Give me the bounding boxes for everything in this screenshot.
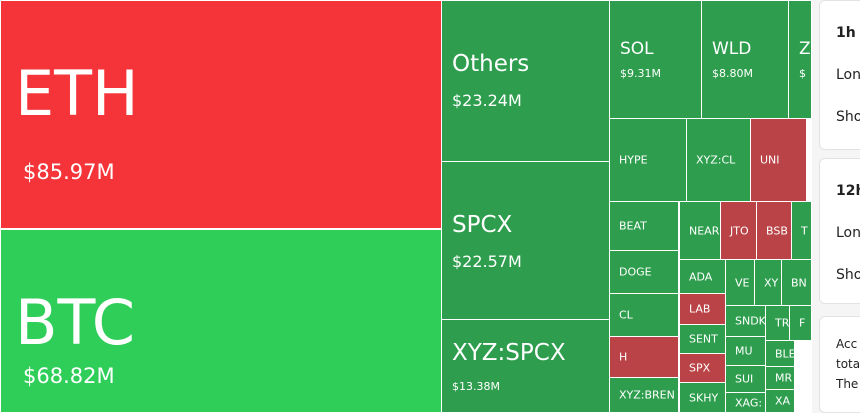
tile[interactable]: LAB — [679, 293, 726, 325]
tile-label: ETH — [15, 57, 139, 130]
tile-label: SKHY — [689, 391, 719, 404]
tile-value: $68.82M — [23, 364, 115, 388]
tile-label: SOL — [620, 39, 654, 59]
tile[interactable]: BTC $68.82M — [0, 229, 442, 413]
card-line: Sho — [836, 267, 860, 283]
tile-label: UNI — [760, 153, 780, 167]
tile[interactable]: WLD $8.80M — [701, 0, 789, 119]
tile-label: BTC — [15, 286, 136, 359]
tile-label: Others — [452, 51, 530, 77]
tile[interactable]: SPCX $22.57M — [441, 161, 610, 320]
tile-label: DOGE — [619, 265, 652, 279]
tile-label: TR — [775, 316, 790, 330]
tile[interactable]: BEAT — [609, 201, 679, 251]
tile[interactable]: SKHY — [679, 382, 726, 413]
tile[interactable]: ADA — [679, 259, 726, 294]
tile-label: ADA — [689, 270, 713, 283]
treemap: ETH $85.97M BTC $68.82M Others $23.24M SPCX $22… — [0, 0, 812, 413]
tile-value: $13.38M — [452, 380, 500, 393]
tile[interactable]: TR — [765, 305, 790, 341]
tile-value: $22.57M — [452, 252, 522, 271]
tile[interactable]: ETH $85.97M — [0, 0, 442, 229]
card: 12h Lon Sho — [819, 158, 860, 304]
card-line: The — [836, 377, 859, 391]
card: 1h Lon Sho — [819, 0, 860, 150]
tile-label: XYZ:BREN — [619, 388, 675, 402]
tile-label: XYZ:CL — [696, 153, 736, 167]
tile-value: $9.31M — [620, 67, 661, 80]
tile-label: CL — [619, 308, 633, 322]
tile[interactable]: Others $23.24M — [441, 0, 610, 162]
tile-label: LAB — [689, 302, 711, 316]
card-line: Acc — [836, 337, 858, 351]
card-line: tota — [836, 357, 860, 371]
tile[interactable]: SENT — [679, 324, 726, 354]
tile[interactable]: XYZ:BREN — [609, 377, 679, 413]
tile-label: MU — [735, 344, 753, 358]
tile-label: HYPE — [619, 153, 648, 167]
tile-value: $85.97M — [23, 159, 115, 184]
tile[interactable]: XY — [754, 259, 782, 306]
tile-label: WLD — [712, 39, 752, 59]
tile[interactable]: F — [789, 305, 812, 341]
tile[interactable]: SPX — [679, 353, 726, 383]
tile[interactable]: XYZ:SPCX $13.38M — [441, 319, 610, 413]
tile[interactable]: T — [791, 201, 812, 260]
tile-label: VE — [735, 276, 750, 289]
tile-label: SPX — [689, 361, 711, 375]
tile-label: MR — [775, 371, 793, 385]
tile[interactable]: DOGE — [609, 250, 679, 294]
card-line: Lon — [836, 67, 860, 83]
tile-label: H — [619, 350, 628, 364]
tile[interactable]: SOL $9.31M — [609, 0, 702, 119]
tile[interactable]: UNI — [750, 118, 807, 202]
card-title: 1h — [836, 25, 856, 41]
tile[interactable]: MR — [765, 366, 795, 390]
tile-label: XY — [764, 276, 779, 289]
tile[interactable]: XA — [765, 389, 795, 413]
tile[interactable]: HYPE — [609, 118, 687, 202]
tile-label: SENT — [689, 332, 718, 346]
tile[interactable]: BLE — [765, 340, 795, 367]
tile-label: BSB — [766, 224, 788, 237]
tile-label: SPCX — [452, 212, 513, 238]
tile[interactable]: XYZ:CL — [686, 118, 751, 202]
card-line: Sho — [836, 109, 860, 125]
tile-label: XA — [775, 394, 791, 408]
tile-value: $ — [799, 67, 806, 80]
card: Acc tota The — [819, 316, 860, 413]
tile[interactable]: MU — [725, 336, 766, 366]
tile[interactable]: CL — [609, 293, 679, 337]
tile[interactable]: XAG: — [725, 392, 766, 413]
tile-label: SNDK — [735, 314, 766, 328]
card-title: 12h — [836, 183, 860, 199]
tile[interactable]: SUI — [725, 365, 766, 393]
side-panel: 1h Lon Sho 12h Lon Sho Acc tota The — [819, 0, 860, 413]
tile[interactable]: JTO — [720, 201, 757, 260]
tile-label: XAG: — [735, 396, 763, 409]
tile-label: BLE — [775, 347, 795, 360]
tile-label: SUI — [735, 372, 754, 386]
tile-label: F — [799, 316, 806, 330]
tile-value: $8.80M — [712, 67, 753, 80]
tile[interactable]: BSB — [756, 201, 792, 260]
tile-label: BN — [791, 276, 807, 289]
tile[interactable]: SNDK — [725, 305, 766, 337]
tile-label: BEAT — [619, 219, 647, 233]
tile-label: NEAR — [689, 224, 720, 237]
tile[interactable]: BN — [781, 259, 812, 306]
tile-label: T — [801, 224, 808, 237]
tile[interactable]: Z $ — [788, 0, 812, 119]
tile[interactable]: VE — [725, 259, 755, 306]
tile-label: XYZ:SPCX — [452, 340, 566, 366]
tile-label: JTO — [730, 224, 749, 237]
card-line: Lon — [836, 225, 860, 241]
tile[interactable]: NEAR — [679, 201, 721, 260]
tile[interactable]: H — [609, 336, 679, 378]
tile-label: Z — [799, 39, 811, 59]
tile-value: $23.24M — [452, 91, 522, 110]
